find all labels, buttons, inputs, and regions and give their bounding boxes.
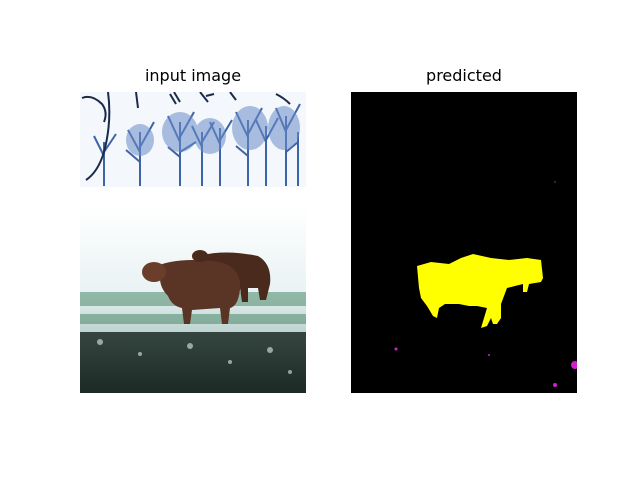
noise-specks <box>394 347 577 387</box>
sheep-mask <box>417 254 543 328</box>
predicted-title: predicted <box>426 66 502 85</box>
input-image <box>80 92 306 393</box>
predicted-mask-panel <box>351 92 577 393</box>
input-image-title: input image <box>144 66 242 85</box>
predicted-mask <box>351 92 577 393</box>
branches <box>81 92 291 181</box>
input-image-panel <box>80 92 306 393</box>
sheep <box>142 250 271 324</box>
